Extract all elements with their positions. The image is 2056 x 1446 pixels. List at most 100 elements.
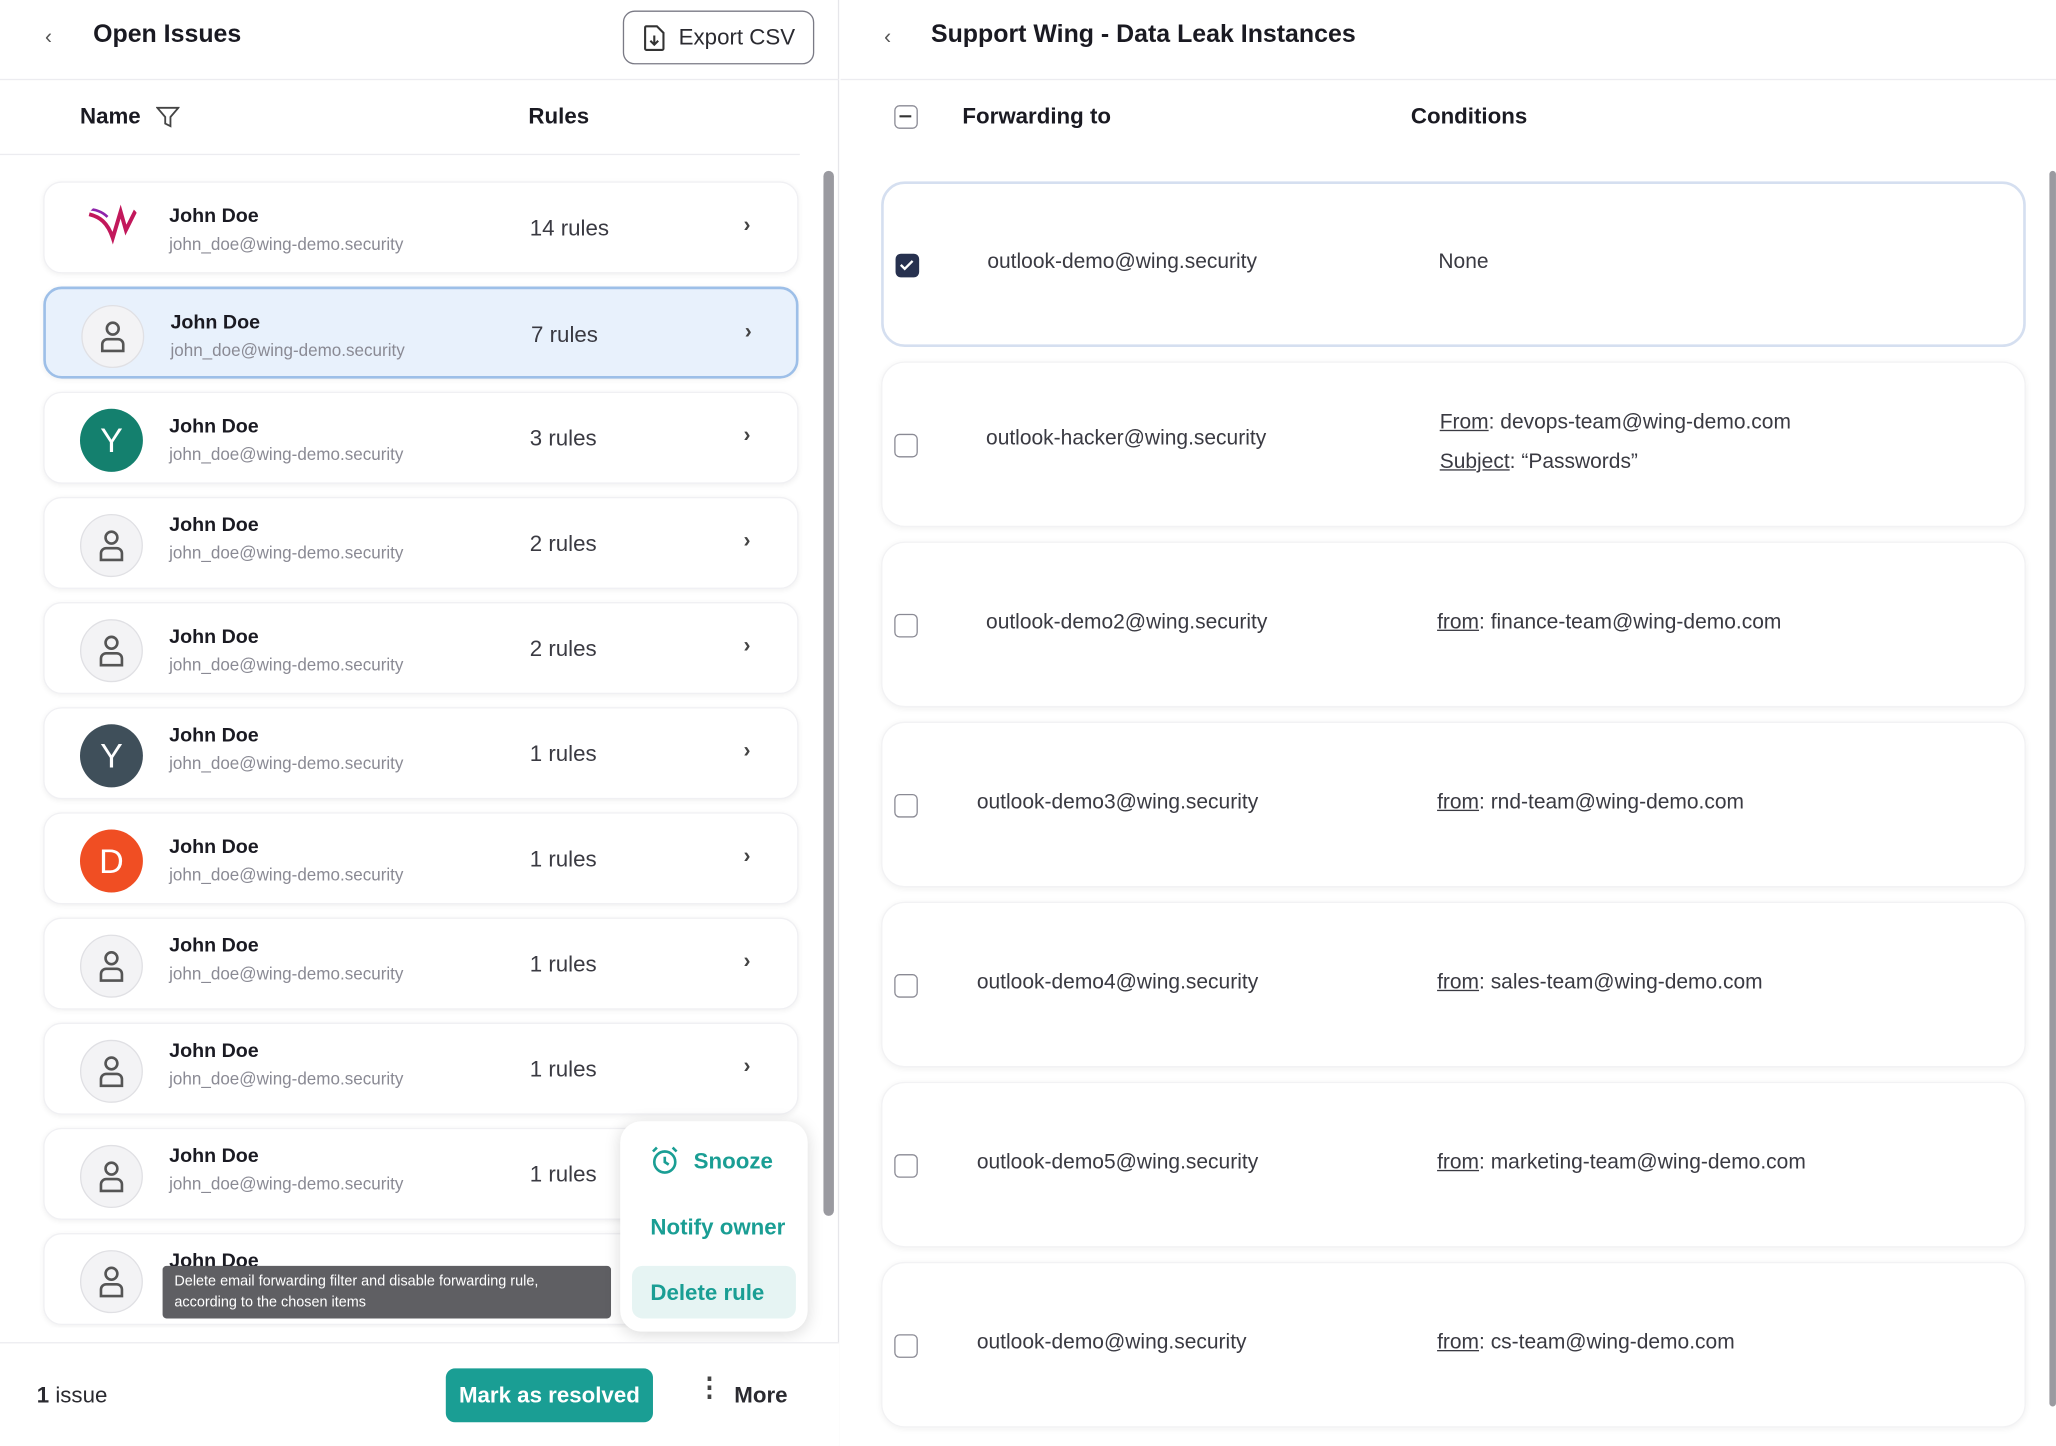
right-column-header: Forwarding to Conditions bbox=[840, 81, 2055, 155]
delete-rule-highlight bbox=[631, 1265, 796, 1319]
select-all-checkbox[interactable] bbox=[894, 105, 918, 129]
chevron-right-icon[interactable]: › bbox=[743, 1055, 751, 1078]
person-icon bbox=[79, 1250, 143, 1314]
row-checkbox[interactable] bbox=[894, 793, 918, 818]
list-item[interactable]: John Doe john_doe@wing-demo.security 1 r… bbox=[43, 1022, 799, 1115]
condition-value: : finance-team@wing-demo.com bbox=[1479, 611, 1782, 634]
rules-count: 2 rules bbox=[529, 636, 597, 662]
wing-logo-icon bbox=[86, 204, 139, 245]
table-row[interactable]: outlook-hacker@wing.security From: devop… bbox=[881, 361, 2026, 528]
user-email: john_doe@wing-demo.security bbox=[169, 233, 404, 254]
table-row[interactable]: outlook-demo5@wing.security from: market… bbox=[881, 1081, 2026, 1248]
list-item[interactable]: Y John Doe john_doe@wing-demo.security 3… bbox=[43, 391, 799, 484]
filter-icon[interactable] bbox=[156, 105, 180, 129]
list-item[interactable]: John Doe john_doe@wing-demo.security 2 r… bbox=[43, 496, 799, 589]
user-name: John Doe bbox=[169, 1039, 259, 1063]
condition-value: : devops-team@wing-demo.com bbox=[1488, 411, 1791, 434]
forwarding-address: outlook-demo2@wing.security bbox=[986, 611, 1268, 634]
rules-count: 3 rules bbox=[529, 425, 597, 451]
mark-as-resolved-button[interactable]: Mark as resolved bbox=[445, 1368, 653, 1423]
table-row[interactable]: outlook-demo3@wing.security from: rnd-te… bbox=[881, 721, 2026, 888]
col-rules: Rules bbox=[528, 103, 590, 129]
more-button[interactable]: More bbox=[734, 1382, 788, 1408]
checkmark-icon bbox=[899, 260, 914, 271]
condition-value: None bbox=[1438, 251, 1489, 274]
condition-value: : rnd-team@wing-demo.com bbox=[1479, 791, 1745, 814]
table-row[interactable]: outlook-demo2@wing.security from: financ… bbox=[881, 541, 2026, 708]
chevron-right-icon[interactable]: › bbox=[744, 320, 752, 344]
user-email: john_doe@wing-demo.security bbox=[169, 1173, 404, 1194]
notify-owner-menu-item[interactable]: Notify owner bbox=[650, 1214, 786, 1240]
person-icon bbox=[79, 513, 143, 578]
condition-key: from bbox=[1437, 1331, 1480, 1354]
user-email: john_doe@wing-demo.security bbox=[170, 340, 405, 361]
user-name: John Doe bbox=[169, 205, 259, 228]
chevron-right-icon[interactable]: › bbox=[743, 529, 751, 553]
rules-count: 7 rules bbox=[531, 322, 598, 348]
snooze-menu-item[interactable]: Snooze bbox=[693, 1148, 773, 1174]
rules-count: 1 rules bbox=[529, 846, 597, 872]
data-leak-panel: ‹ Support Wing - Data Leak Instances For… bbox=[840, 0, 2056, 1446]
issue-count: 1 issue bbox=[37, 1383, 108, 1409]
chevron-right-icon[interactable]: › bbox=[743, 214, 751, 237]
chevron-right-icon[interactable]: › bbox=[743, 950, 751, 973]
open-issues-panel: ‹ Open Issues Export CSV Name Rules John… bbox=[0, 0, 840, 1446]
condition-line: Subject: “Passwords” bbox=[1440, 451, 1638, 475]
person-icon bbox=[79, 934, 143, 998]
table-row[interactable]: outlook-demo@wing.security None bbox=[881, 181, 2026, 348]
export-csv-label: Export CSV bbox=[678, 24, 796, 50]
forwarding-address: outlook-demo@wing.security bbox=[976, 1331, 1247, 1354]
condition-line: from: sales-team@wing-demo.com bbox=[1437, 971, 1763, 995]
row-checkbox[interactable] bbox=[894, 1334, 918, 1358]
chevron-right-icon[interactable]: › bbox=[743, 740, 751, 763]
chevron-right-icon[interactable]: › bbox=[743, 424, 751, 447]
list-item[interactable]: D John Doe john_doe@wing-demo.security 1… bbox=[43, 812, 799, 905]
user-email: john_doe@wing-demo.security bbox=[169, 963, 404, 984]
left-column-header: Name Rules bbox=[0, 81, 800, 156]
row-checkbox[interactable] bbox=[894, 433, 918, 458]
user-name: John Doe bbox=[169, 415, 259, 438]
user-email: john_doe@wing-demo.security bbox=[169, 654, 404, 675]
user-name: John Doe bbox=[170, 311, 261, 334]
table-row[interactable]: outlook-demo4@wing.security from: sales-… bbox=[881, 901, 2026, 1068]
rules-count: 1 rules bbox=[529, 741, 597, 767]
condition-line: from: cs-team@wing-demo.com bbox=[1437, 1332, 1735, 1356]
chevron-right-icon[interactable]: › bbox=[743, 845, 751, 868]
back-chevron-icon[interactable]: ‹ bbox=[884, 26, 892, 49]
person-icon bbox=[81, 304, 145, 369]
delete-rule-menu-item[interactable]: Delete rule bbox=[650, 1280, 765, 1306]
user-email: john_doe@wing-demo.security bbox=[169, 1068, 404, 1089]
kebab-menu-icon[interactable]: ⋮ bbox=[696, 1373, 723, 1403]
list-item[interactable]: John Doe john_doe@wing-demo.security 14 … bbox=[43, 181, 799, 274]
issue-count-label: issue bbox=[55, 1382, 108, 1408]
table-row[interactable]: outlook-demo@wing.security from: cs-team… bbox=[881, 1261, 2026, 1428]
row-checkbox[interactable] bbox=[894, 1154, 918, 1178]
scrollbar[interactable] bbox=[2049, 170, 2056, 1407]
export-csv-button[interactable]: Export CSV bbox=[622, 10, 815, 65]
row-checkbox[interactable] bbox=[895, 253, 920, 278]
list-item[interactable]: John Doe john_doe@wing-demo.security 1 r… bbox=[43, 917, 799, 1010]
list-item[interactable]: Y John Doe john_doe@wing-demo.security 1… bbox=[43, 707, 799, 800]
rules-count: 14 rules bbox=[529, 215, 610, 241]
condition-line: from: finance-team@wing-demo.com bbox=[1437, 611, 1781, 635]
condition-key: from bbox=[1437, 611, 1480, 634]
row-checkbox[interactable] bbox=[894, 974, 918, 998]
minus-icon bbox=[899, 115, 912, 118]
list-item[interactable]: John Doe john_doe@wing-demo.security 2 r… bbox=[43, 602, 799, 695]
forwarding-address: outlook-demo@wing.security bbox=[987, 251, 1258, 274]
chevron-right-icon[interactable]: › bbox=[743, 634, 751, 658]
rules-count: 1 rules bbox=[529, 951, 597, 977]
scrollbar[interactable] bbox=[823, 170, 834, 1216]
forwarding-address: outlook-hacker@wing.security bbox=[986, 427, 1267, 450]
back-chevron-icon[interactable]: ‹ bbox=[45, 26, 52, 49]
left-header: ‹ Open Issues Export CSV bbox=[0, 0, 840, 81]
condition-key: from bbox=[1437, 791, 1480, 814]
condition-key: from bbox=[1437, 971, 1480, 994]
person-icon bbox=[79, 619, 143, 683]
user-email: john_doe@wing-demo.security bbox=[169, 444, 404, 465]
condition-value: : marketing-team@wing-demo.com bbox=[1479, 1151, 1806, 1174]
row-checkbox[interactable] bbox=[894, 613, 918, 638]
list-item[interactable]: John Doe john_doe@wing-demo.security 7 r… bbox=[43, 286, 799, 379]
col-name: Name bbox=[79, 103, 141, 129]
